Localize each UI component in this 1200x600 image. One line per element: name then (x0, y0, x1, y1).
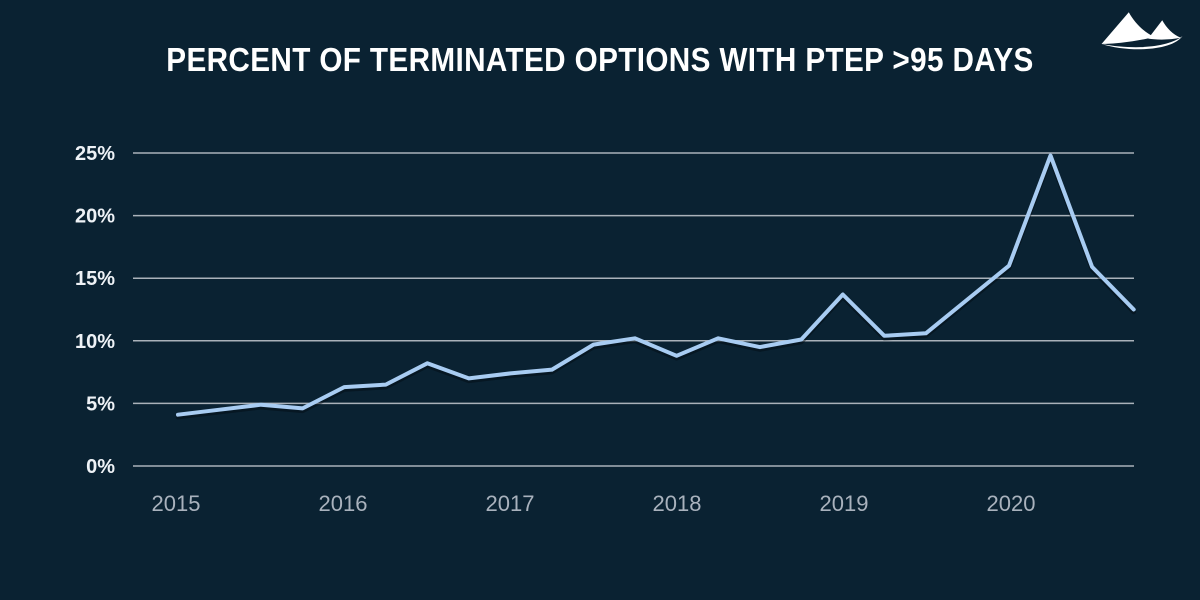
x-axis-tick-label: 2016 (319, 491, 368, 516)
y-axis-tick-label: 25% (75, 143, 115, 165)
company-logo (1097, 7, 1187, 51)
x-axis-tick-label: 2019 (820, 491, 869, 516)
x-axis-tick-label: 2015 (152, 491, 201, 516)
y-axis-tick-label: 5% (86, 393, 115, 415)
y-axis-tick-label: 15% (75, 268, 115, 290)
x-axis-tick-label: 2018 (653, 491, 702, 516)
chart-title: PERCENT OF TERMINATED OPTIONS WITH PTEP … (166, 41, 1034, 78)
y-axis-tick-label: 10% (75, 331, 115, 353)
series-line-shadow (175, 155, 1136, 420)
series-line-ptep (176, 153, 1136, 417)
y-axis-tick-label: 0% (86, 456, 115, 478)
x-axis-tick-label: 2020 (987, 491, 1036, 516)
y-axis-tick-label: 20% (75, 206, 115, 228)
mountain-logo-icon (1101, 12, 1183, 50)
x-axis-tick-label: 2017 (486, 491, 535, 516)
